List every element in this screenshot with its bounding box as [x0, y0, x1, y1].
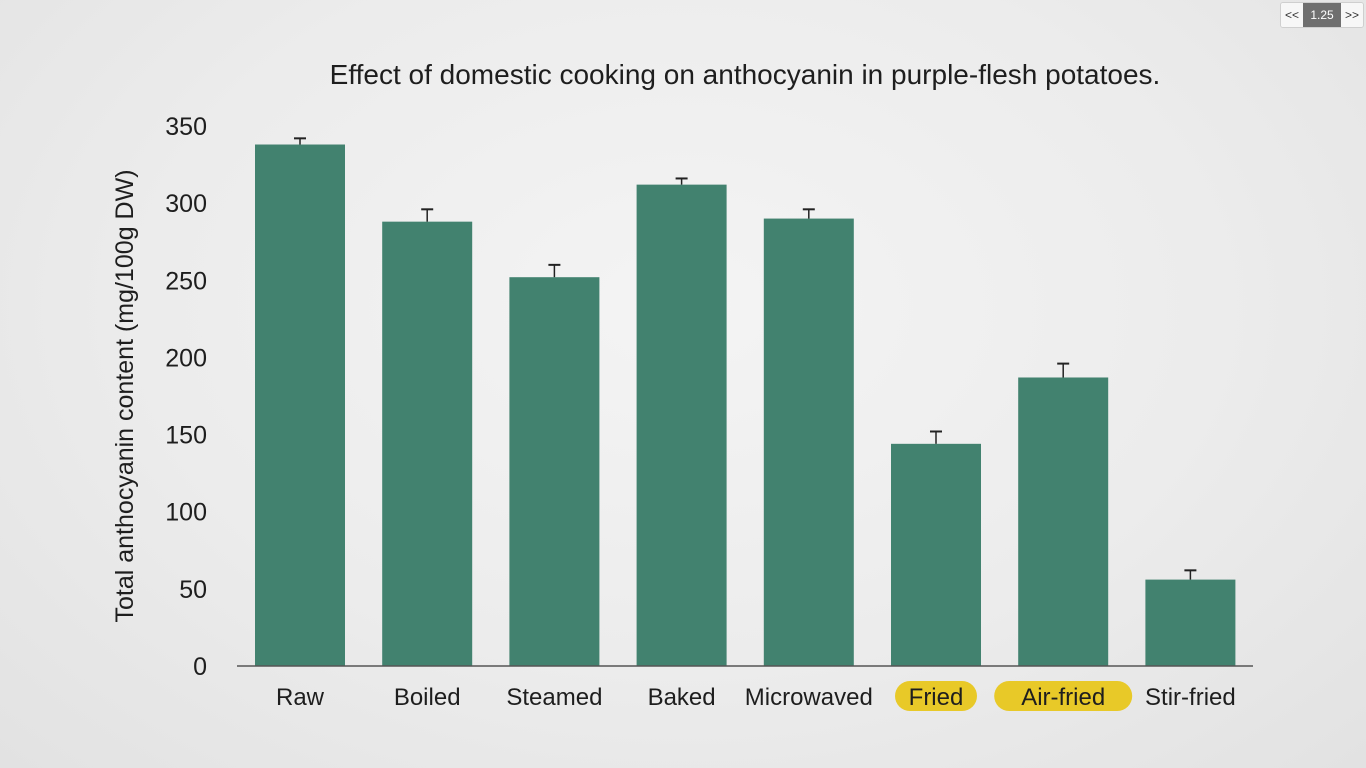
bar	[1018, 377, 1109, 666]
x-tick-label: Air-fried	[1021, 684, 1105, 711]
y-tick-label: 300	[165, 190, 207, 218]
y-tick-label: 50	[179, 576, 207, 604]
y-tick-label: 150	[165, 422, 207, 450]
y-tick-label: 100	[165, 499, 207, 527]
x-tick-label: Raw	[276, 684, 325, 711]
bar	[636, 184, 727, 666]
slower-button[interactable]: <<	[1281, 3, 1303, 27]
playback-speed-control: << 1.25 >>	[1280, 2, 1364, 28]
y-tick-label: 0	[193, 653, 207, 681]
y-tick-label: 200	[165, 344, 207, 372]
category-highlight	[994, 681, 1133, 711]
x-tick-label: Steamed	[506, 684, 602, 711]
bar	[509, 277, 600, 666]
bar	[891, 443, 981, 666]
category-highlight	[895, 681, 977, 711]
bar	[255, 144, 345, 666]
bar	[1145, 579, 1236, 666]
y-axis-label: Total anthocyanin content (mg/100g DW)	[111, 169, 139, 622]
x-tick-label: Baked	[648, 684, 716, 711]
bar	[382, 221, 473, 666]
x-tick-label: Microwaved	[745, 684, 873, 711]
chart-title: Effect of domestic cooking on anthocyani…	[330, 59, 1161, 90]
bar	[763, 218, 854, 667]
x-tick-label: Stir-fried	[1145, 684, 1236, 711]
x-tick-label: Fried	[909, 684, 964, 711]
y-tick-label: 250	[165, 267, 207, 295]
y-tick-label: 350	[165, 113, 207, 141]
x-tick-label: Boiled	[394, 684, 461, 711]
playback-rate-display: 1.25	[1303, 3, 1341, 27]
faster-button[interactable]: >>	[1341, 3, 1363, 27]
